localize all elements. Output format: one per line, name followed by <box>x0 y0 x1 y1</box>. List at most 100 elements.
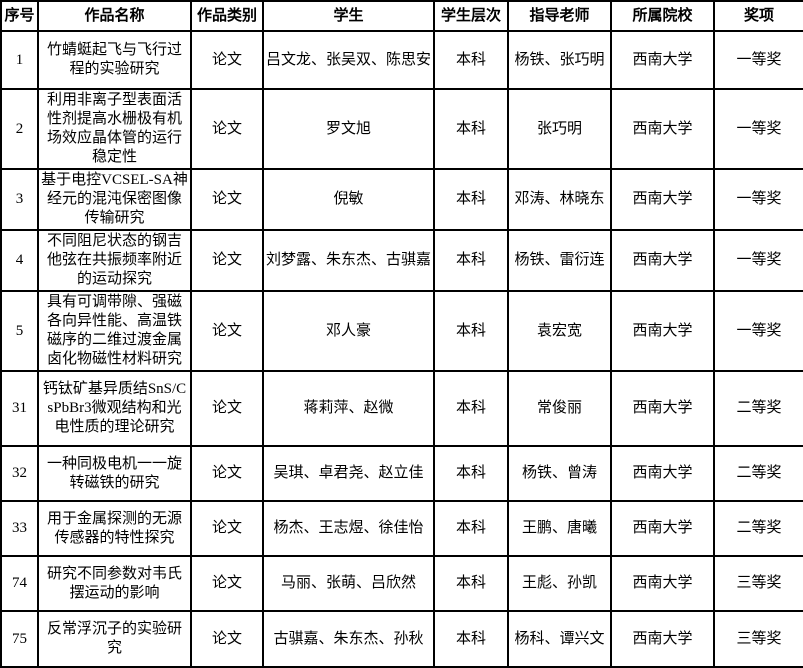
cell-level: 本科 <box>433 229 509 292</box>
cell-work-title: 竹蜻蜓起飞与飞行过程的实验研究 <box>37 30 192 90</box>
table-row: 3 基于电控VCSEL-SA神经元的混沌保密图像传输研究 论文 倪敏 本科 邓涛… <box>0 168 803 231</box>
col-header-category: 作品类别 <box>190 0 264 32</box>
table-row: 31 钙钛矿基异质结SnS/CsPbBr3微观结构和光电性质的理论研究 论文 蒋… <box>0 370 803 447</box>
cell-category: 论文 <box>190 555 264 612</box>
cell-category: 论文 <box>190 88 264 170</box>
cell-school: 西南大学 <box>610 610 715 668</box>
cell-award: 二等奖 <box>713 500 803 557</box>
cell-school: 西南大学 <box>610 88 715 170</box>
col-header-advisors: 指导老师 <box>507 0 612 32</box>
cell-award: 二等奖 <box>713 370 803 447</box>
cell-students: 刘梦露、朱东杰、古骐嘉 <box>262 229 435 292</box>
cell-category: 论文 <box>190 168 264 231</box>
cell-serial: 75 <box>0 610 39 668</box>
cell-award: 一等奖 <box>713 30 803 90</box>
col-header-title: 作品名称 <box>37 0 192 32</box>
cell-serial: 2 <box>0 88 39 170</box>
cell-award: 一等奖 <box>713 88 803 170</box>
cell-level: 本科 <box>433 445 509 502</box>
cell-serial: 1 <box>0 30 39 90</box>
cell-level: 本科 <box>433 370 509 447</box>
table-row: 4 不同阻尼状态的钢吉他弦在共振频率附近的运动探究 论文 刘梦露、朱东杰、古骐嘉… <box>0 229 803 292</box>
col-header-serial: 序号 <box>0 0 39 32</box>
cell-level: 本科 <box>433 168 509 231</box>
cell-advisors: 邓涛、林晓东 <box>507 168 612 231</box>
cell-award: 一等奖 <box>713 290 803 372</box>
cell-work-title: 反常浮沉子的实验研究 <box>37 610 192 668</box>
table-row: 2 利用非离子型表面活性剂提高水栅极有机场效应晶体管的运行稳定性 论文 罗文旭 … <box>0 88 803 170</box>
cell-level: 本科 <box>433 555 509 612</box>
cell-category: 论文 <box>190 370 264 447</box>
col-header-students: 学生 <box>262 0 435 32</box>
cell-work-title: 不同阻尼状态的钢吉他弦在共振频率附近的运动探究 <box>37 229 192 292</box>
col-header-level: 学生层次 <box>433 0 509 32</box>
cell-advisors: 杨铁、雷衍连 <box>507 229 612 292</box>
cell-level: 本科 <box>433 610 509 668</box>
cell-award: 一等奖 <box>713 168 803 231</box>
cell-school: 西南大学 <box>610 229 715 292</box>
col-header-school: 所属院校 <box>610 0 715 32</box>
cell-advisors: 王鹏、唐曦 <box>507 500 612 557</box>
cell-work-title: 钙钛矿基异质结SnS/CsPbBr3微观结构和光电性质的理论研究 <box>37 370 192 447</box>
cell-work-title: 具有可调带隙、强磁各向异性能、高温铁磁序的二维过渡金属卤化物磁性材料研究 <box>37 290 192 372</box>
cell-level: 本科 <box>433 88 509 170</box>
cell-serial: 33 <box>0 500 39 557</box>
cell-serial: 5 <box>0 290 39 372</box>
table-row: 74 研究不同参数对韦氏摆运动的影响 论文 马丽、张萌、吕欣然 本科 王彪、孙凯… <box>0 555 803 612</box>
table-row: 1 竹蜻蜓起飞与飞行过程的实验研究 论文 吕文龙、张吴双、陈思安 本科 杨铁、张… <box>0 30 803 90</box>
cell-work-title: 用于金属探测的无源传感器的特性探究 <box>37 500 192 557</box>
cell-students: 吴琪、卓君尧、赵立佳 <box>262 445 435 502</box>
cell-work-title: 研究不同参数对韦氏摆运动的影响 <box>37 555 192 612</box>
cell-students: 倪敏 <box>262 168 435 231</box>
cell-students: 马丽、张萌、吕欣然 <box>262 555 435 612</box>
cell-advisors: 袁宏宽 <box>507 290 612 372</box>
table-row: 32 一种同极电机一一旋转磁铁的研究 论文 吴琪、卓君尧、赵立佳 本科 杨铁、曾… <box>0 445 803 502</box>
cell-category: 论文 <box>190 229 264 292</box>
cell-work-title: 一种同极电机一一旋转磁铁的研究 <box>37 445 192 502</box>
cell-school: 西南大学 <box>610 370 715 447</box>
cell-school: 西南大学 <box>610 555 715 612</box>
cell-award: 一等奖 <box>713 229 803 292</box>
cell-serial: 3 <box>0 168 39 231</box>
cell-advisors: 杨科、谭兴文 <box>507 610 612 668</box>
cell-award: 二等奖 <box>713 445 803 502</box>
col-header-award: 奖项 <box>713 0 803 32</box>
cell-advisors: 张巧明 <box>507 88 612 170</box>
cell-school: 西南大学 <box>610 445 715 502</box>
cell-serial: 4 <box>0 229 39 292</box>
cell-serial: 74 <box>0 555 39 612</box>
table-row: 33 用于金属探测的无源传感器的特性探究 论文 杨杰、王志煜、徐佳怡 本科 王鹏… <box>0 500 803 557</box>
cell-category: 论文 <box>190 290 264 372</box>
header-row: 序号 作品名称 作品类别 学生 学生层次 指导老师 所属院校 奖项 <box>0 0 803 32</box>
cell-serial: 31 <box>0 370 39 447</box>
cell-level: 本科 <box>433 30 509 90</box>
cell-students: 邓人豪 <box>262 290 435 372</box>
cell-students: 吕文龙、张吴双、陈思安 <box>262 30 435 90</box>
cell-award: 三等奖 <box>713 610 803 668</box>
cell-level: 本科 <box>433 290 509 372</box>
cell-category: 论文 <box>190 30 264 90</box>
cell-school: 西南大学 <box>610 290 715 372</box>
cell-category: 论文 <box>190 445 264 502</box>
cell-advisors: 杨铁、曾涛 <box>507 445 612 502</box>
cell-level: 本科 <box>433 500 509 557</box>
table-row: 5 具有可调带隙、强磁各向异性能、高温铁磁序的二维过渡金属卤化物磁性材料研究 论… <box>0 290 803 372</box>
cell-work-title: 利用非离子型表面活性剂提高水栅极有机场效应晶体管的运行稳定性 <box>37 88 192 170</box>
cell-advisors: 杨铁、张巧明 <box>507 30 612 90</box>
cell-advisors: 王彪、孙凯 <box>507 555 612 612</box>
cell-school: 西南大学 <box>610 500 715 557</box>
cell-award: 三等奖 <box>713 555 803 612</box>
cell-category: 论文 <box>190 500 264 557</box>
cell-serial: 32 <box>0 445 39 502</box>
cell-advisors: 常俊丽 <box>507 370 612 447</box>
cell-students: 古骐嘉、朱东杰、孙秋 <box>262 610 435 668</box>
cell-students: 杨杰、王志煜、徐佳怡 <box>262 500 435 557</box>
table-row: 75 反常浮沉子的实验研究 论文 古骐嘉、朱东杰、孙秋 本科 杨科、谭兴文 西南… <box>0 610 803 668</box>
cell-category: 论文 <box>190 610 264 668</box>
cell-students: 罗文旭 <box>262 88 435 170</box>
cell-school: 西南大学 <box>610 30 715 90</box>
cell-work-title: 基于电控VCSEL-SA神经元的混沌保密图像传输研究 <box>37 168 192 231</box>
cell-school: 西南大学 <box>610 168 715 231</box>
cell-students: 蒋莉萍、赵微 <box>262 370 435 447</box>
